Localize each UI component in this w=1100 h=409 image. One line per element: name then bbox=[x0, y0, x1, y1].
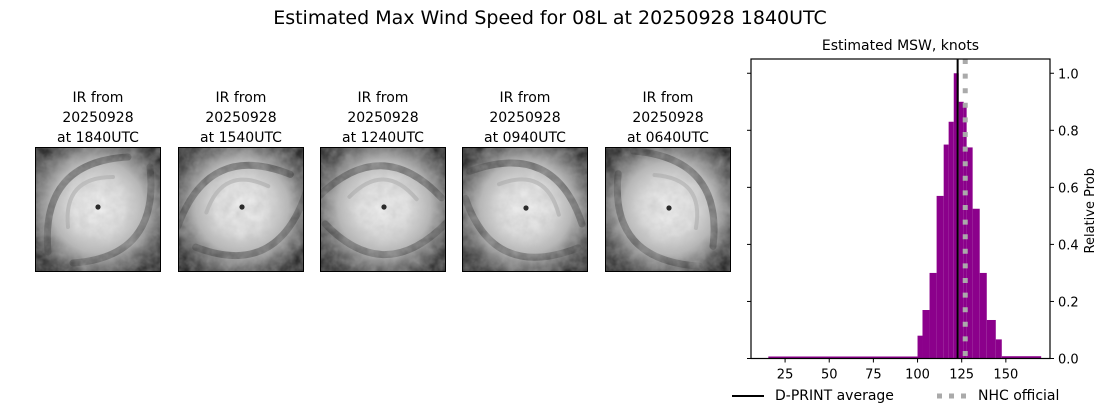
x-tick-label: 25 bbox=[777, 368, 794, 383]
y-tick-label: 0.8 bbox=[1058, 124, 1079, 139]
x-tick-label: 75 bbox=[865, 368, 882, 383]
plot-frame bbox=[750, 58, 1051, 360]
y-tick-label: 0.6 bbox=[1058, 181, 1079, 196]
histogram-bar bbox=[995, 339, 1002, 359]
legend-label-dprint: D-PRINT average bbox=[775, 388, 894, 404]
y-tick-label: 1.0 bbox=[1058, 67, 1079, 82]
histogram-bar bbox=[966, 147, 973, 359]
ir-panel: IR from 20250928 at 1540UTC bbox=[178, 88, 304, 272]
histogram-bar bbox=[929, 272, 937, 359]
ir-satellite-image bbox=[605, 147, 731, 272]
y-axis-label: Relative Prob bbox=[1083, 168, 1098, 253]
histogram-bar bbox=[936, 195, 944, 359]
chart-title: Estimated MSW, knots bbox=[822, 38, 979, 54]
ir-panel: IR from 20250928 at 0940UTC bbox=[462, 88, 588, 272]
y-tick-label: 0.0 bbox=[1058, 353, 1079, 368]
ir-satellite-image bbox=[320, 147, 446, 272]
y-tick-label: 0.2 bbox=[1058, 295, 1079, 310]
ir-satellite-image bbox=[462, 147, 588, 272]
histogram-bar bbox=[917, 335, 923, 359]
ir-panel-title: IR from 20250928 at 0940UTC bbox=[484, 90, 566, 146]
legend-label-nhc: NHC official bbox=[978, 388, 1060, 404]
histogram-bar bbox=[972, 208, 980, 359]
ir-panel: IR from 20250928 at 1840UTC bbox=[35, 88, 161, 272]
ir-panel: IR from 20250928 at 1240UTC bbox=[320, 88, 446, 272]
histogram-bar bbox=[979, 272, 987, 359]
solid-line-icon bbox=[732, 395, 764, 397]
histogram-bar bbox=[768, 356, 918, 359]
ir-panel-title: IR from 20250928 at 1540UTC bbox=[200, 90, 282, 146]
x-tick-label: 150 bbox=[993, 368, 1018, 383]
histogram-bar bbox=[953, 73, 959, 359]
histogram-bar bbox=[922, 310, 930, 359]
y-tick-label: 0.4 bbox=[1058, 238, 1079, 253]
figure-title: Estimated Max Wind Speed for 08L at 2025… bbox=[273, 7, 827, 29]
dotted-line-icon bbox=[937, 393, 967, 399]
histogram-bar bbox=[1001, 356, 1042, 359]
x-tick-label: 125 bbox=[949, 368, 974, 383]
histogram-bar bbox=[948, 121, 954, 359]
x-tick-label: 50 bbox=[821, 368, 838, 383]
x-tick-label: 100 bbox=[905, 368, 930, 383]
ir-panel-title: IR from 20250928 at 1240UTC bbox=[342, 90, 424, 146]
ir-panel: IR from 20250928 at 0640UTC bbox=[605, 88, 731, 272]
ir-satellite-image bbox=[35, 147, 161, 272]
ir-panel-title: IR from 20250928 at 1840UTC bbox=[57, 90, 139, 146]
ir-panel-title: IR from 20250928 at 0640UTC bbox=[627, 90, 709, 146]
histogram-bar bbox=[958, 101, 964, 359]
histogram-bar bbox=[963, 106, 967, 359]
histogram-bar bbox=[943, 144, 949, 359]
ir-satellite-image bbox=[178, 147, 304, 272]
histogram-bar bbox=[986, 319, 996, 359]
